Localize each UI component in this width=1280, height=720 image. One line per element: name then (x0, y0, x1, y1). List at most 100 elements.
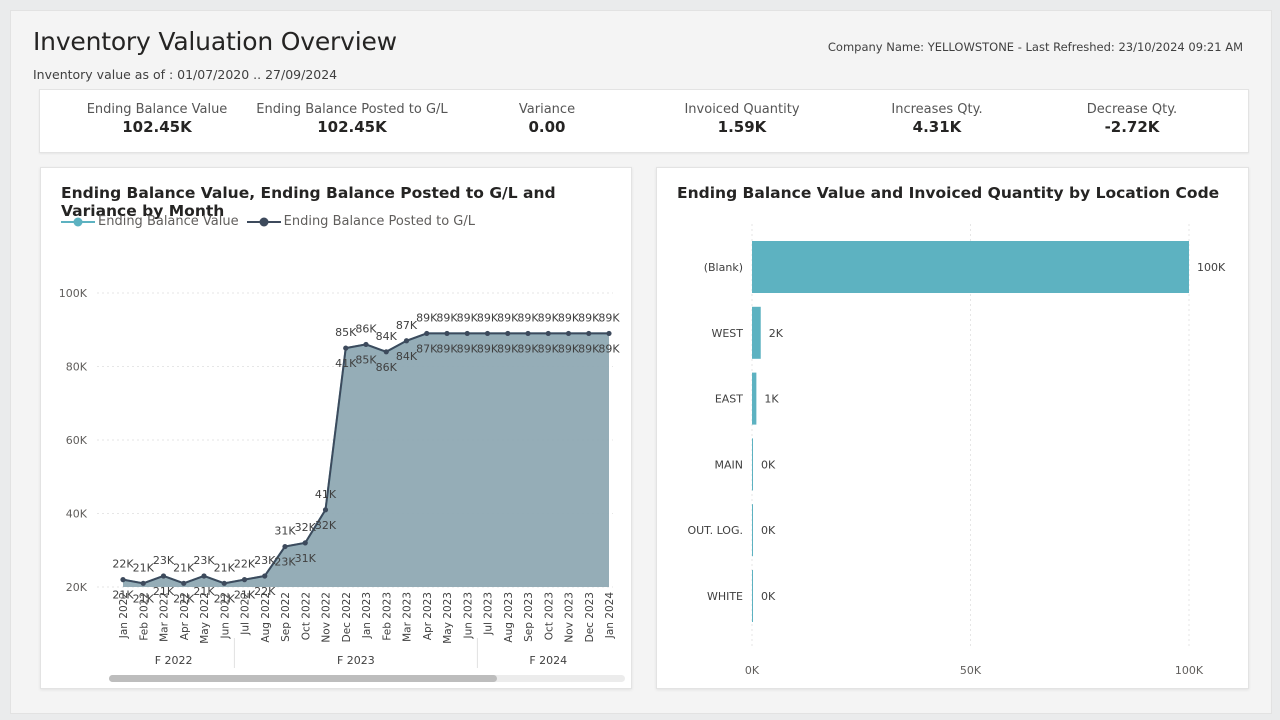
x-tick-label: Mar 2023 (402, 592, 414, 642)
data-label-bottom: 89K (558, 342, 580, 355)
bar-chart-svg: 0K 50K 100K (Blank) 100K WEST 2K EAST 1K MAIN 0K OU… (687, 224, 1226, 677)
bar[interactable] (752, 438, 753, 491)
data-label-bottom: 21K (234, 589, 256, 602)
category-label: WHITE (707, 590, 743, 603)
kpi-label: Increases Qty. (891, 102, 983, 117)
x-tick-label: Apr 2022 (179, 592, 191, 640)
y-tick-label: 60K (66, 434, 88, 447)
bar-value-label: 0K (761, 458, 776, 471)
chart-legend: Ending Balance Value Ending Balance Post… (61, 214, 479, 229)
data-point (505, 330, 511, 337)
x-tick-label: Nov 2022 (321, 592, 333, 643)
data-label-top: 86K (355, 322, 377, 335)
x-tick-label: Apr 2023 (422, 592, 434, 640)
x-tick-label: Dec 2022 (341, 592, 353, 642)
x-tick-label: Mar 2022 (159, 592, 171, 642)
data-label-top: 22K (234, 558, 256, 571)
kpi-invoiced-quantity[interactable]: Invoiced Quantity 1.59K (642, 102, 842, 136)
data-label-top: 89K (517, 311, 539, 324)
x-tick-label: Jan 2022 (118, 592, 130, 639)
data-point (181, 580, 187, 586)
legend-marker-icon (246, 217, 281, 226)
legend-item-ending-balance-value[interactable]: Ending Balance Value (61, 214, 239, 229)
kpi-value: 102.45K (317, 118, 387, 136)
data-point (282, 543, 288, 550)
fiscal-group-label: F 2024 (529, 654, 567, 667)
bar[interactable] (752, 504, 753, 557)
legend-label: Ending Balance Posted to G/L (283, 214, 476, 229)
bar[interactable] (752, 372, 757, 425)
x-tick-label: 100K (1175, 664, 1204, 677)
data-label-top: 89K (497, 311, 519, 324)
report-canvas: Inventory Valuation Overview Inventory v… (10, 10, 1272, 714)
x-tick-label: Jun 2022 (219, 592, 231, 639)
data-label-bottom: 87K (416, 342, 438, 355)
y-tick-label: 40K (66, 508, 88, 521)
data-point (302, 540, 308, 546)
data-point (565, 330, 572, 337)
data-label-top: 89K (457, 311, 479, 324)
category-label: OUT. LOG. (687, 524, 743, 537)
data-point (484, 330, 491, 337)
kpi-label: Ending Balance Posted to G/L (256, 102, 448, 117)
data-label-bottom: 85K (355, 353, 377, 366)
monthly-balance-chart-panel[interactable]: Ending Balance Value, Ending Balance Pos… (40, 167, 632, 689)
data-label-bottom: 89K (538, 342, 560, 355)
scrollbar-thumb[interactable] (109, 675, 497, 682)
data-label-bottom: 86K (376, 361, 398, 374)
kpi-ending-balance-posted[interactable]: Ending Balance Posted to G/L 102.45K (252, 102, 452, 136)
x-tick-label: Oct 2022 (300, 592, 312, 640)
legend-item-ending-balance-posted[interactable]: Ending Balance Posted to G/L (246, 214, 476, 229)
data-label-top: 41K (315, 488, 337, 501)
x-tick-label: Aug 2022 (260, 592, 272, 643)
data-label-top: 22K (112, 558, 134, 571)
data-label-bottom: 84K (396, 350, 418, 363)
kpi-variance[interactable]: Variance 0.00 (447, 102, 647, 136)
y-tick-label: 80K (66, 361, 88, 374)
x-tick-label: Jul 2022 (240, 592, 252, 636)
category-label: MAIN (715, 458, 744, 471)
kpi-increases-qty[interactable]: Increases Qty. 4.31K (837, 102, 1037, 136)
x-tick-label: Feb 2022 (138, 592, 150, 641)
fiscal-group-label: F 2022 (155, 654, 193, 667)
data-label-top: 89K (538, 311, 560, 324)
data-point (444, 330, 450, 337)
data-point (545, 330, 551, 337)
data-label-top: 84K (376, 330, 398, 343)
fiscal-group-label: F 2023 (337, 654, 375, 667)
bar[interactable] (752, 570, 753, 622)
data-label-top: 32K (295, 521, 317, 534)
location-bar-chart-panel[interactable]: Ending Balance Value and Invoiced Quanti… (656, 167, 1249, 689)
x-tick-label: Jul 2023 (483, 592, 495, 636)
data-point (221, 580, 227, 586)
bar[interactable] (752, 306, 761, 359)
data-label-top: 89K (416, 311, 438, 324)
bar-value-label: 0K (761, 524, 776, 537)
x-tick-label: Sep 2022 (280, 592, 292, 642)
data-label-bottom: 21K (153, 585, 175, 598)
kpi-label: Variance (518, 102, 576, 117)
kpi-label: Decrease Qty. (1086, 102, 1178, 117)
legend-marker-icon (61, 217, 95, 226)
kpi-value: 102.45K (122, 118, 192, 136)
bar[interactable] (752, 241, 1189, 293)
kpi-label: Invoiced Quantity (684, 102, 800, 117)
category-label: (Blank) (704, 261, 743, 274)
data-label-top: 89K (598, 311, 620, 324)
x-tick-label: Jan 2024 (604, 592, 616, 640)
kpi-ending-balance-value[interactable]: Ending Balance Value 102.45K (57, 102, 257, 136)
data-point (464, 330, 470, 337)
kpi-label: Ending Balance Value (86, 102, 228, 117)
data-label-bottom: 32K (315, 519, 337, 532)
x-tick-label: Jan 2023 (361, 592, 373, 639)
data-label-top: 23K (254, 554, 276, 567)
kpi-decrease-qty[interactable]: Decrease Qty. -2.72K (1032, 102, 1232, 136)
data-label-bottom: 23K (274, 556, 296, 569)
data-label-top: 21K (214, 561, 236, 574)
date-range-subtitle: Inventory value as of : 01/07/2020 .. 27… (33, 67, 338, 82)
data-point (586, 330, 592, 337)
data-label-bottom: 21K (214, 592, 236, 605)
data-label-top: 89K (477, 311, 499, 324)
data-label-bottom: 41K (335, 357, 357, 370)
data-label-bottom: 89K (436, 342, 458, 355)
